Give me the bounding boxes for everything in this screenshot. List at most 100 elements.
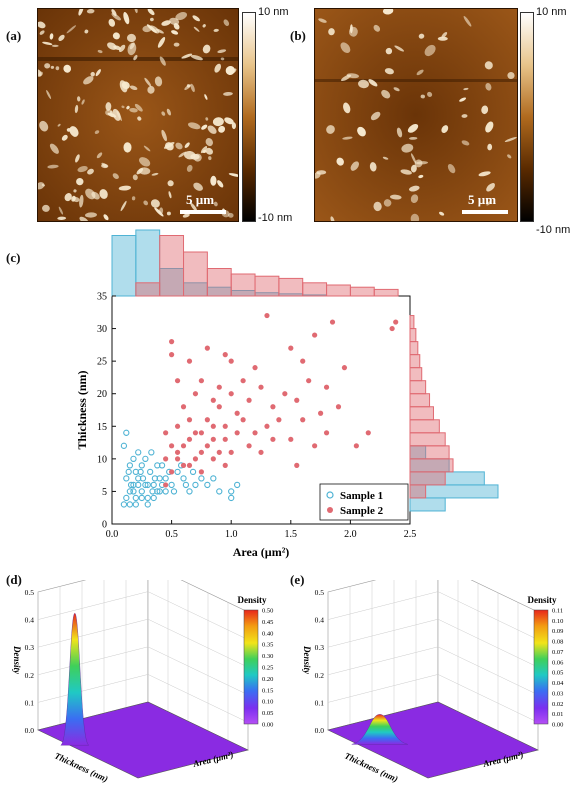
afm-flake xyxy=(76,177,84,186)
z-tick-label: 0.2 xyxy=(315,671,325,680)
afm-flake xyxy=(416,161,429,165)
afm-flake xyxy=(410,194,419,204)
colorbar-title: Density xyxy=(528,595,557,605)
afm-flake xyxy=(210,175,217,186)
afm-flake xyxy=(154,76,163,87)
colorbar-tick-label: 0.20 xyxy=(262,676,273,683)
sample2-point xyxy=(186,436,193,442)
afm-flake xyxy=(147,86,155,94)
afm-flake xyxy=(76,96,81,102)
sample2-point xyxy=(335,404,342,410)
sample2-point xyxy=(163,456,169,462)
afm-flake xyxy=(175,142,183,150)
afm-flake xyxy=(202,24,206,28)
afm-flake xyxy=(224,117,234,125)
afm-flake xyxy=(369,162,377,172)
sample1-point xyxy=(123,475,130,482)
afm-flake xyxy=(181,53,193,59)
afm-flake xyxy=(112,108,121,121)
scale-text-b: 5 µm xyxy=(468,192,497,207)
right-hist-bar-sample2 xyxy=(409,484,427,499)
afm-flake xyxy=(401,143,414,153)
sample2-point xyxy=(234,410,240,416)
afm-flake xyxy=(190,202,198,212)
afm-flake xyxy=(186,164,193,172)
sample1-point xyxy=(142,481,149,489)
colorbar-tick-label: 0.07 xyxy=(552,649,564,656)
grid-line xyxy=(147,674,249,723)
afm-flake xyxy=(129,85,138,91)
sample1-point xyxy=(132,494,139,502)
right-hist-bar-sample2 xyxy=(409,445,450,460)
afm-flake xyxy=(38,182,45,190)
afm-flake xyxy=(85,188,96,200)
top-hist-bar-sample2 xyxy=(278,277,304,297)
afm-flake xyxy=(200,146,208,154)
density-floor xyxy=(37,701,249,779)
afm-flake xyxy=(205,147,214,155)
sample1-point xyxy=(126,462,134,469)
colorbar-tick-label: 0.10 xyxy=(262,699,273,706)
sample2-point xyxy=(204,345,210,351)
afm-image-a xyxy=(37,8,239,222)
grid-line xyxy=(147,646,249,696)
afm-flake xyxy=(147,9,155,16)
afm-flake xyxy=(163,141,175,149)
afm-flake xyxy=(137,116,142,121)
afm-flake xyxy=(118,185,132,191)
colorbar-tick-label: 0.03 xyxy=(552,690,563,697)
afm-flake xyxy=(95,69,101,77)
afm-flake xyxy=(42,204,50,212)
afm-flake xyxy=(340,42,351,53)
afm-flake xyxy=(105,109,113,116)
colorbar-title: Density xyxy=(238,595,267,605)
sample1-point xyxy=(150,494,157,502)
sample1-point xyxy=(149,488,156,495)
afm-texture-a xyxy=(38,9,238,221)
sample2-point xyxy=(222,423,228,429)
grid-line xyxy=(147,591,249,640)
legend-label: Sample 1 xyxy=(340,490,383,502)
afm-flake xyxy=(190,54,203,61)
afm-flake xyxy=(342,136,353,140)
colorbar-b-top: 10 nm xyxy=(536,6,567,18)
panel-a-label: (a) xyxy=(6,28,22,43)
sample2-point xyxy=(204,417,210,423)
afm-flake xyxy=(478,171,491,177)
right-hist-bar-sample2 xyxy=(409,419,440,434)
afm-flake xyxy=(159,56,166,66)
sample2-point xyxy=(216,404,222,410)
sample2-point xyxy=(192,430,199,436)
afm-flake xyxy=(205,117,209,121)
panel-b-label: (b) xyxy=(290,28,306,43)
afm-flake xyxy=(71,195,76,202)
colorbar-tick-label: 0.00 xyxy=(552,722,563,729)
density-peak xyxy=(351,714,408,745)
sample2-point xyxy=(180,462,187,468)
afm-flake xyxy=(90,71,95,77)
y-tick-label: 10 xyxy=(97,454,107,465)
afm-flake xyxy=(112,173,119,179)
sample1-point xyxy=(126,488,134,495)
afm-flake xyxy=(220,57,225,61)
afm-flake xyxy=(49,33,54,40)
afm-flake xyxy=(213,28,219,32)
afm-flake xyxy=(61,134,68,141)
colorbar-tick-label: 0.00 xyxy=(262,722,273,729)
afm-flake xyxy=(330,216,335,221)
colorbar-tick-label: 0.25 xyxy=(262,665,273,672)
right-hist-bar-sample2 xyxy=(409,354,421,369)
right-hist-bar-sample2 xyxy=(409,393,431,408)
colorbar-tick-label: 0.50 xyxy=(262,608,273,615)
sample1-point xyxy=(123,429,130,436)
colorbar-tick-label: 0.45 xyxy=(262,619,273,626)
afm-flake xyxy=(214,63,222,73)
colorbar-tick-label: 0.35 xyxy=(262,642,273,649)
afm-flake xyxy=(178,151,187,158)
sample2-point xyxy=(294,397,300,403)
afm-flake xyxy=(42,41,53,46)
grid-line xyxy=(437,646,539,696)
sample1-point xyxy=(150,481,157,489)
sample1-point xyxy=(154,462,161,469)
